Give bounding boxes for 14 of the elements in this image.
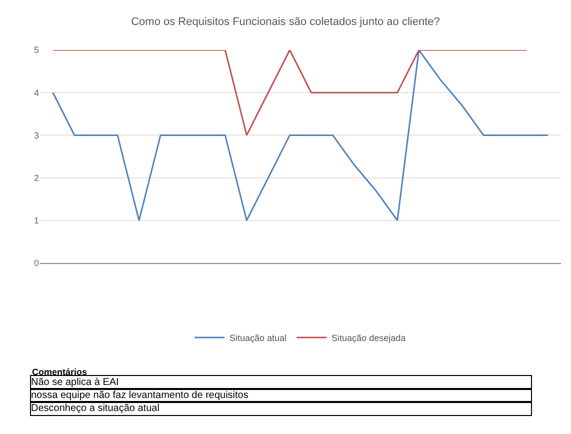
- line-series: [52, 50, 549, 222]
- y-tick-label: 1: [34, 216, 39, 226]
- y-tick-label: 4: [34, 88, 39, 98]
- legend-label: Situação atual: [230, 333, 287, 344]
- text: Comentários: [32, 367, 88, 377]
- y-tick-label: 3: [34, 130, 39, 140]
- y-tick-label: 5: [34, 45, 39, 56]
- chart-title: Como os Requisitos Funcionais são coletados junto ao cliente?: [131, 16, 440, 28]
- text: Desconheço a situação atual: [31, 403, 160, 414]
- text: Não se aplica à EAI: [31, 377, 119, 388]
- legend-label: Situação desejada: [332, 333, 406, 344]
- y-tick-label: 0: [34, 258, 39, 268]
- y-tick-label: 2: [34, 172, 39, 183]
- text: nossa equipe não faz levantamento de requisitos: [31, 390, 248, 401]
